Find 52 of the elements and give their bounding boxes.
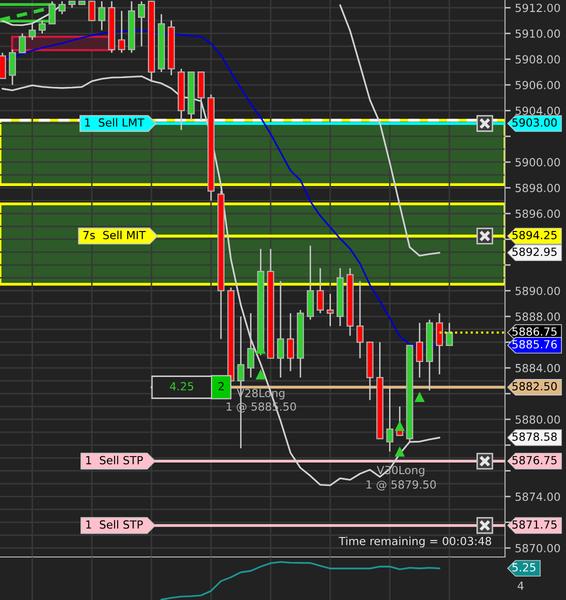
- text: 5882.50: [512, 382, 557, 390]
- text: 5876.75: [512, 456, 557, 464]
- candlestick: [88, 0, 96, 22]
- y-tick-label: 5910.00: [516, 29, 560, 38]
- candlestick: [138, 0, 146, 48]
- candlestick: [436, 312, 443, 376]
- y-tick-label: 5870.00: [516, 544, 560, 552]
- text: 5871.75: [512, 520, 557, 529]
- ref-line-label: 1 Sell LMT: [85, 118, 144, 127]
- y-tick-label: 5896.00: [516, 210, 560, 218]
- text: 4: [518, 582, 524, 590]
- annotation: 1 @ 5879.50: [366, 480, 436, 490]
- ref-line-label: 7s Sell MIT: [83, 230, 146, 240]
- candlestick: [0, 52, 6, 80]
- y-tick-label: 5906.00: [516, 80, 560, 90]
- y-tick-label: 5884.00: [516, 364, 560, 372]
- candlestick: [98, 0, 106, 31]
- annotation: Time remaining = 00:03:48: [338, 536, 492, 548]
- point: [394, 446, 405, 457]
- candlestick: [286, 312, 294, 372]
- annotation: 4.25: [170, 382, 194, 390]
- candlestick: [8, 48, 16, 86]
- text: 5892.95: [512, 248, 557, 256]
- text: 5878.58: [512, 432, 557, 441]
- candlestick: [416, 322, 424, 378]
- text: 5.25: [512, 563, 536, 572]
- point: [256, 369, 266, 380]
- text: 5885.76: [512, 340, 557, 349]
- y-tick-label: 5874.00: [516, 492, 560, 501]
- candlestick: [356, 280, 364, 359]
- point: [394, 420, 405, 431]
- y-tick-label: 5888.00: [516, 312, 560, 321]
- y-tick-label: 5904.00: [516, 106, 560, 116]
- point: [414, 392, 425, 402]
- y-tick-label: 5900.00: [516, 158, 560, 166]
- candlestick: [118, 10, 126, 54]
- text: 5894.25: [512, 230, 557, 240]
- candlestick: [446, 322, 453, 346]
- text: 5886.75: [512, 327, 557, 336]
- candlestick: [277, 280, 284, 378]
- y-tick-label: 5890.00: [516, 286, 560, 296]
- y-tick-label: 5898.00: [516, 184, 560, 192]
- annotation: 2: [218, 382, 224, 390]
- text: 5903.00: [512, 118, 557, 127]
- candlestick: [326, 293, 334, 327]
- ref-line-label: 1 Sell STP: [86, 520, 143, 529]
- ref-line-label: 1 Sell STP: [86, 456, 143, 464]
- candlestick: [316, 268, 324, 314]
- y-tick-label: 5880.00: [516, 415, 560, 424]
- candlestick: [18, 32, 26, 54]
- y-tick-label: 5908.00: [516, 55, 560, 64]
- y-tick-label: 5912.00: [516, 4, 560, 12]
